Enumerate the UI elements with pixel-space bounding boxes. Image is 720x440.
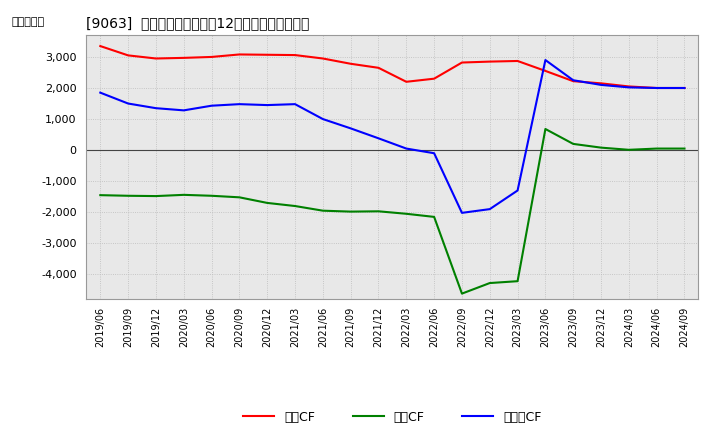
- 営業CF: [430, 76, 438, 81]
- 営業CF: [624, 84, 633, 89]
- 営業CF: [485, 59, 494, 64]
- 投資CF: [263, 200, 271, 205]
- 営業CF: [179, 55, 188, 61]
- フリーCF: [374, 136, 383, 141]
- 営業CF: [652, 85, 661, 91]
- 投資CF: [207, 193, 216, 198]
- 投資CF: [318, 208, 327, 213]
- 営業CF: [597, 81, 606, 86]
- 営業CF: [680, 85, 689, 91]
- 営業CF: [124, 53, 132, 58]
- Text: [9063]  キャッシュフローの12か月移動合計の推移: [9063] キャッシュフローの12か月移動合計の推移: [86, 16, 310, 30]
- 投資CF: [624, 147, 633, 152]
- 投資CF: [513, 279, 522, 284]
- フリーCF: [207, 103, 216, 108]
- 営業CF: [263, 52, 271, 57]
- 営業CF: [541, 68, 550, 73]
- 営業CF: [458, 60, 467, 65]
- フリーCF: [124, 101, 132, 106]
- フリーCF: [430, 150, 438, 156]
- 営業CF: [513, 59, 522, 64]
- フリーCF: [597, 82, 606, 88]
- 投資CF: [291, 203, 300, 209]
- フリーCF: [96, 90, 104, 95]
- 投資CF: [96, 193, 104, 198]
- 営業CF: [402, 79, 410, 84]
- 投資CF: [541, 126, 550, 132]
- フリーCF: [291, 102, 300, 107]
- 投資CF: [680, 146, 689, 151]
- フリーCF: [624, 85, 633, 90]
- Y-axis label: （百万円）: （百万円）: [12, 17, 45, 27]
- Line: フリーCF: フリーCF: [100, 60, 685, 213]
- 投資CF: [652, 146, 661, 151]
- フリーCF: [179, 108, 188, 113]
- フリーCF: [318, 117, 327, 122]
- 投資CF: [569, 141, 577, 147]
- Line: 営業CF: 営業CF: [100, 46, 685, 88]
- 投資CF: [235, 194, 243, 200]
- 営業CF: [235, 52, 243, 57]
- 投資CF: [374, 209, 383, 214]
- 投資CF: [458, 291, 467, 296]
- Legend: 営業CF, 投資CF, フリーCF: 営業CF, 投資CF, フリーCF: [238, 406, 546, 429]
- フリーCF: [263, 103, 271, 108]
- 投資CF: [430, 214, 438, 220]
- 営業CF: [152, 56, 161, 61]
- フリーCF: [652, 85, 661, 91]
- 投資CF: [179, 192, 188, 198]
- フリーCF: [680, 85, 689, 91]
- 営業CF: [291, 52, 300, 58]
- 営業CF: [346, 61, 355, 66]
- 営業CF: [569, 78, 577, 84]
- 投資CF: [597, 145, 606, 150]
- フリーCF: [346, 126, 355, 131]
- 投資CF: [152, 194, 161, 199]
- フリーCF: [235, 102, 243, 107]
- 投資CF: [402, 211, 410, 216]
- 投資CF: [124, 193, 132, 198]
- フリーCF: [458, 210, 467, 216]
- フリーCF: [569, 77, 577, 83]
- フリーCF: [485, 206, 494, 212]
- フリーCF: [541, 57, 550, 62]
- 投資CF: [346, 209, 355, 214]
- フリーCF: [152, 106, 161, 111]
- 営業CF: [374, 65, 383, 70]
- 営業CF: [207, 54, 216, 59]
- 営業CF: [96, 44, 104, 49]
- 営業CF: [318, 56, 327, 61]
- フリーCF: [513, 188, 522, 193]
- Line: 投資CF: 投資CF: [100, 129, 685, 293]
- 投資CF: [485, 280, 494, 286]
- フリーCF: [402, 146, 410, 151]
